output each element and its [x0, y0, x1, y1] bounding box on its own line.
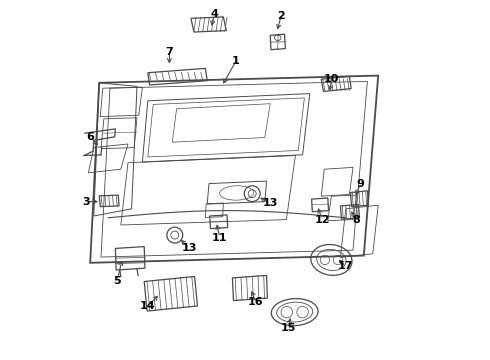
- Text: 17: 17: [338, 261, 354, 271]
- Text: 14: 14: [140, 301, 156, 311]
- Text: 9: 9: [356, 179, 364, 189]
- Text: 13: 13: [181, 243, 197, 253]
- Text: 1: 1: [232, 56, 240, 66]
- Text: 13: 13: [263, 198, 278, 208]
- Text: 11: 11: [212, 233, 227, 243]
- Text: 6: 6: [86, 132, 94, 142]
- Text: 4: 4: [211, 9, 219, 19]
- Text: 15: 15: [280, 323, 296, 333]
- Text: 10: 10: [324, 74, 339, 84]
- Text: 5: 5: [113, 276, 121, 286]
- Text: 3: 3: [83, 197, 91, 207]
- Text: 16: 16: [248, 297, 264, 307]
- Text: 12: 12: [315, 215, 330, 225]
- Text: 8: 8: [353, 215, 361, 225]
- Text: 2: 2: [277, 11, 285, 21]
- Text: 7: 7: [166, 47, 173, 57]
